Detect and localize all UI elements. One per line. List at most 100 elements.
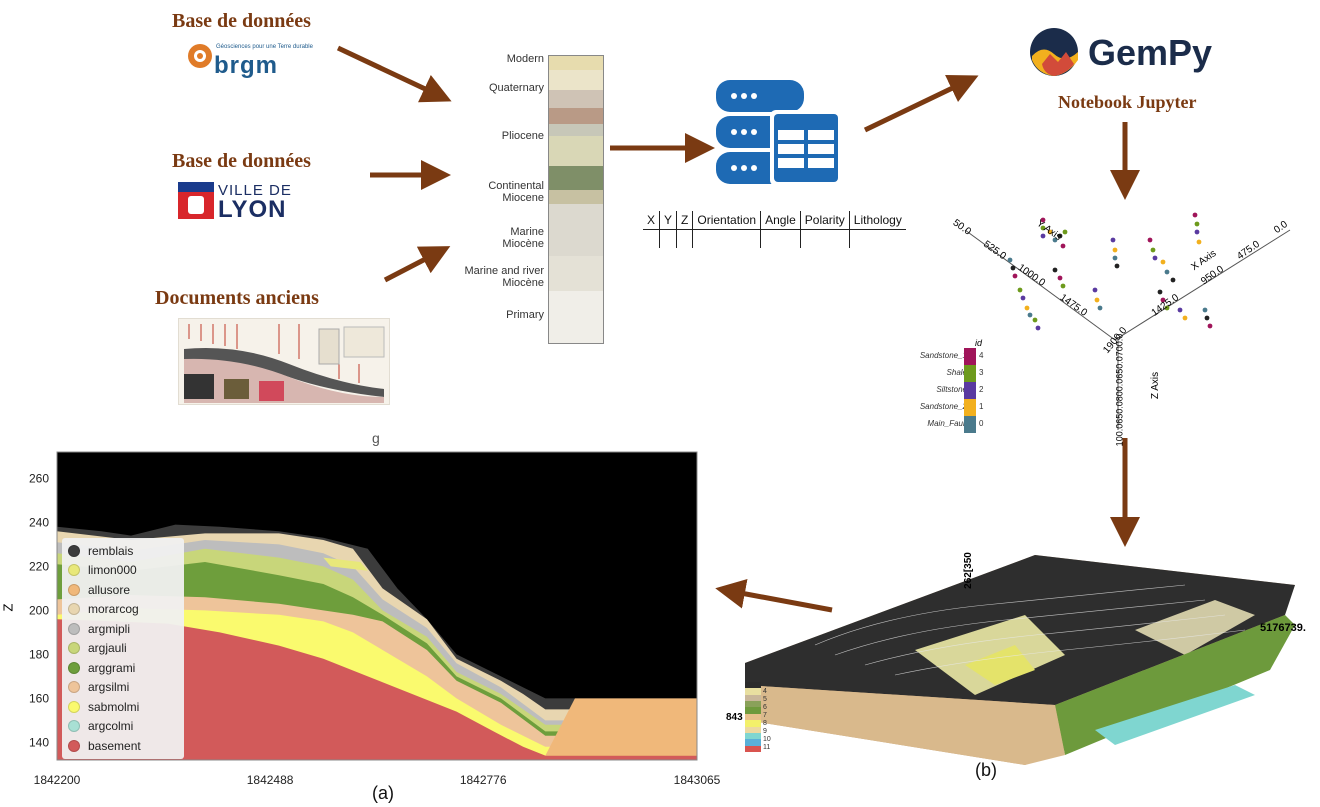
input-point [1027,312,1033,318]
chart-legend: remblais limon000 allusore morarcog argmipli… [62,538,184,759]
legend-marker [68,583,80,596]
input-point [1192,212,1198,218]
legend-item-argsilmi: argsilmi [68,678,178,698]
model-colorbar-label: 11 [763,744,771,751]
input-point [1196,239,1202,245]
brgm-logo-mark-icon [188,44,212,68]
y-tick-label: 220 [29,559,49,573]
col-header-z: Z [676,211,693,230]
gempy-logo-mark-icon [1030,28,1078,76]
arrow-to-section [715,579,833,613]
input-point [1057,275,1063,281]
brgm-logo: Géosciences pour une Terre durable brgm [184,40,324,90]
strat-label-continental-miocene: Continental Miocene [488,180,544,204]
col-header-orientation: Orientation [692,211,761,230]
x-tick-label: 1843065 [674,773,720,785]
caption-b: (b) [975,760,997,780]
legend-item-basement: basement [68,736,178,756]
legend-item-remblais: remblais [68,541,178,561]
docs-source-title: Documents anciens [155,287,319,309]
id-legend-swatch [964,416,976,433]
legend-item-argjauli: argjauli [68,639,178,659]
legend-item-argmipli: argmipli [68,619,178,639]
legend-label: argjauli [88,641,127,656]
id-legend-item: Sandstone_1 4 [905,348,995,365]
y-tick-label: 240 [29,515,49,529]
input-point [1114,263,1120,269]
id-legend-label: Sandstone_2 [919,402,967,411]
input-point [1194,221,1200,227]
section-top-glyph: g [372,430,380,446]
caption-a: (a) [372,783,394,803]
model-colorbar-segment [745,682,761,689]
legend-item-allusore: allusore [68,580,178,600]
legend-marker [68,661,80,674]
legend-item-sabmolmi: sabmolmi [68,697,178,717]
strat-label-quaternary: Quaternary [488,82,544,94]
lyon-crest-icon [178,182,214,219]
input-point [1157,289,1163,295]
model-colorbar-labels: 4 5 6 7 8 9 10 11 [763,688,775,752]
id-legend-item: Shale 3 [905,365,995,382]
id-legend-swatch [964,382,976,399]
input-point [1170,277,1176,283]
input-point [1062,229,1068,235]
legend-label: argsilmi [88,680,130,695]
strat-label-marine-miocene: Marine Miocène [502,226,544,250]
old-document-thumbnail [178,318,390,405]
legend-marker [68,739,80,752]
model-colorbar-label: 6 [763,704,767,711]
input-point [1112,255,1118,261]
legend-marker [68,622,80,635]
id-legend-number: 3 [979,368,984,377]
legend-label: arggrami [88,660,136,675]
model-colorbar-segment [745,726,761,733]
layer-basement [57,619,697,760]
legend-item-limon000: limon000 [68,561,178,581]
model-colorbar-segment [745,745,761,752]
gempy-3d-input-plot [964,212,1291,430]
lyon-logo-line1: VILLE DE [218,182,292,199]
brgm-logo-text: brgm [214,52,278,79]
z-ticks: 100.0650.0800.0650.0700.0 [1114,333,1125,447]
model-coord-right: 5176739. [1260,622,1306,634]
model-colorbar-segment [745,688,761,695]
input-point [1160,259,1166,265]
strat-column [548,55,604,344]
input-point [1060,243,1066,249]
y-tick-label: 200 [29,603,49,617]
legend-item-morarcog: morarcog [68,600,178,620]
strat-label-pliocene: Pliocene [501,130,544,142]
arrow-brgm [336,45,452,103]
id-legend-swatch [964,399,976,416]
legend-label: remblais [88,543,134,558]
legend-marker [68,681,80,694]
cross-section-chart: 140 160 180 200 220 240 260 1842200 1842488 18427… [29,451,720,785]
input-point [1040,217,1046,223]
input-point [1040,225,1046,231]
model-colorbar-segment [745,694,761,702]
input-point [1060,283,1066,289]
input-point [1057,233,1063,239]
model-colorbar-label: 8 [763,720,767,727]
input-point [1047,229,1053,235]
input-point [1007,257,1013,263]
model-colorbar [745,682,761,752]
input-point [1112,247,1118,253]
input-point [1097,305,1103,311]
legend-marker [68,720,80,733]
strat-label-modern: Modern [506,53,544,65]
x-tick-label: 1842488 [247,773,294,785]
input-point [1040,233,1046,239]
legend-label: sabmolmi [88,699,140,714]
id-legend-number: 4 [979,351,984,360]
input-point [1110,237,1116,243]
id-legend-number: 1 [979,402,984,411]
id-legend-number: 0 [979,419,984,428]
input-point [1194,229,1200,235]
id-legend-label: Siltstone [936,385,967,394]
input-point [1035,325,1041,331]
input-point [1032,317,1038,323]
input-point [1020,295,1026,301]
id-legend-label: Shale [946,368,967,377]
